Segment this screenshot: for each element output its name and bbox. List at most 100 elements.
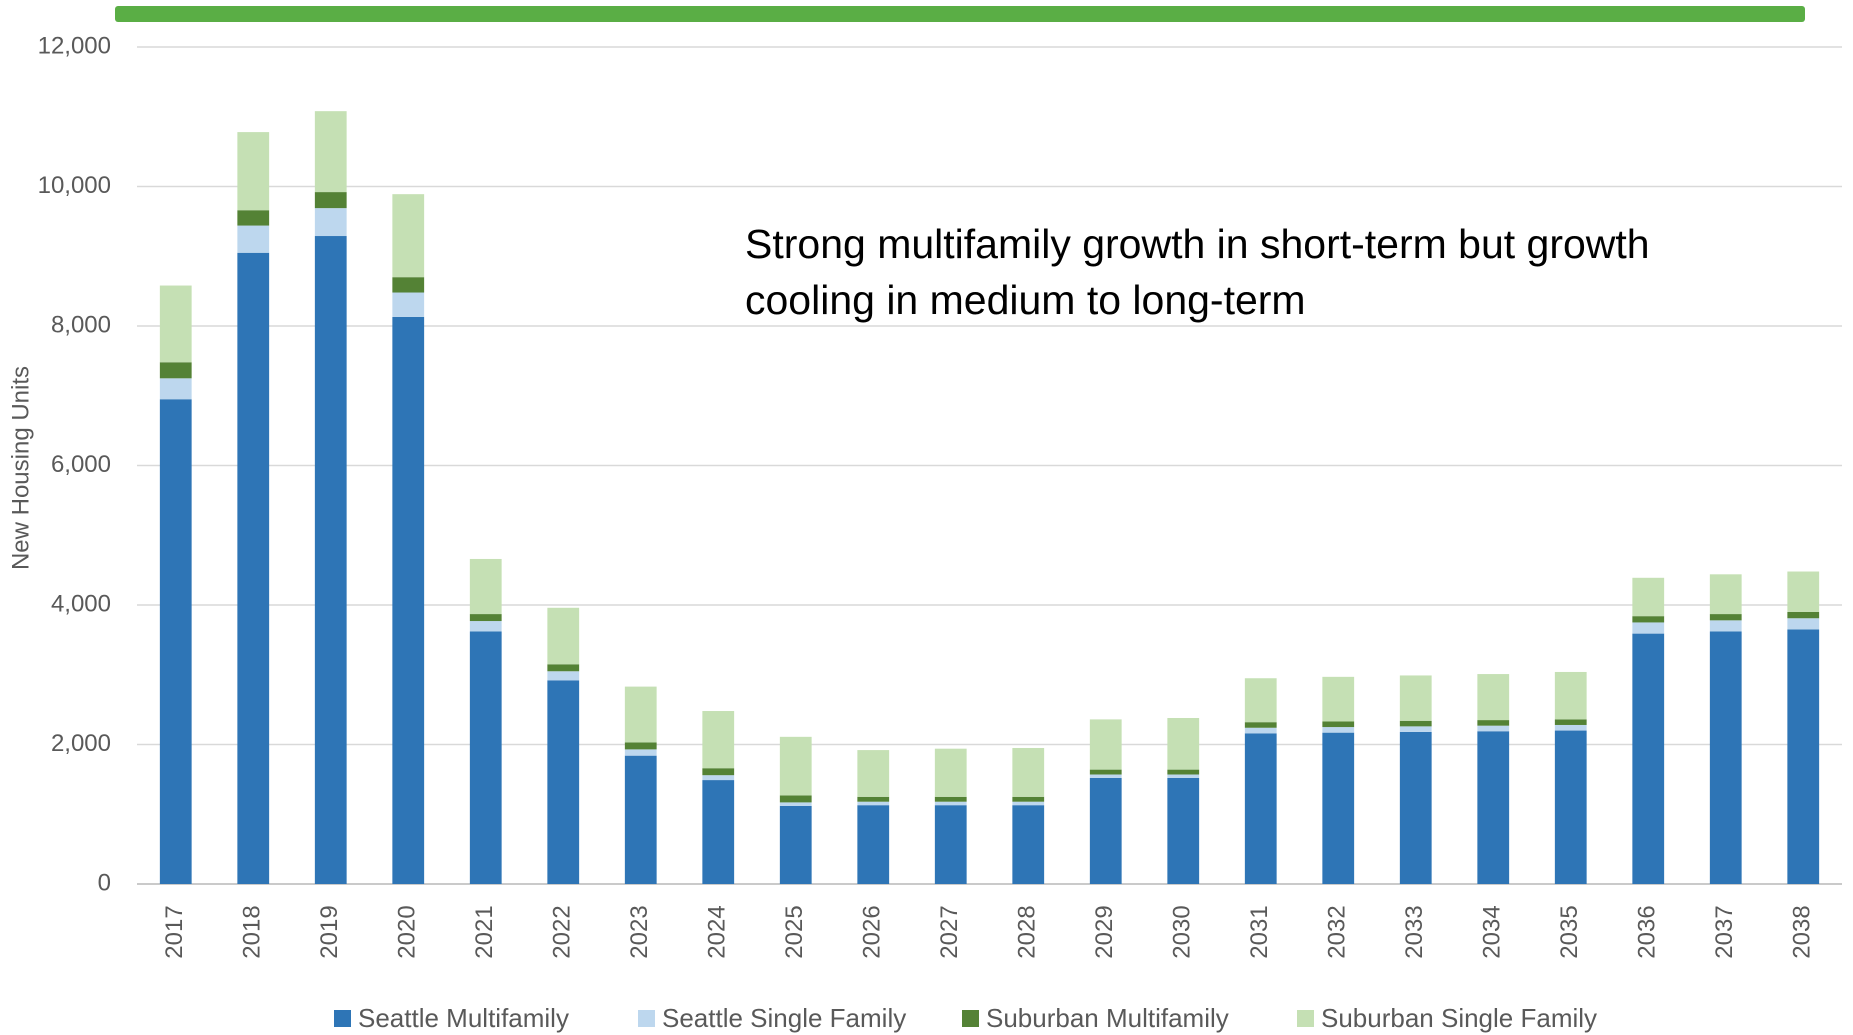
annotation: Strong multifamily growth in short-term … bbox=[745, 221, 1650, 323]
bar-segment bbox=[315, 111, 347, 192]
bar-segment bbox=[702, 711, 734, 768]
bar-segment bbox=[1322, 727, 1354, 733]
bar-segment bbox=[1167, 774, 1199, 777]
bar-segment bbox=[1167, 718, 1199, 770]
bar-segment bbox=[392, 194, 424, 277]
bar-segment bbox=[1787, 572, 1819, 612]
chart: New Housing Units 02,0004,0006,0008,0001… bbox=[0, 0, 1853, 1035]
legend-label: Seattle Multifamily bbox=[358, 1003, 569, 1033]
y-tick-label: 6,000 bbox=[51, 451, 111, 478]
bar-segment bbox=[780, 802, 812, 805]
x-tick-label: 2037 bbox=[1711, 905, 1738, 958]
bar-segment bbox=[1400, 721, 1432, 727]
bar-segment bbox=[1167, 770, 1199, 775]
x-tick-label: 2019 bbox=[316, 905, 343, 958]
x-tick-label: 2030 bbox=[1169, 905, 1196, 958]
bar-segment bbox=[392, 293, 424, 317]
bar-segment bbox=[1555, 731, 1587, 884]
bar-segment bbox=[470, 632, 502, 884]
bar-segment bbox=[470, 559, 502, 614]
bar-segment bbox=[470, 621, 502, 631]
bar-segment bbox=[237, 226, 269, 253]
bar-segment bbox=[1245, 728, 1277, 734]
x-tick-label: 2034 bbox=[1479, 905, 1506, 958]
bar-segment bbox=[935, 805, 967, 884]
bar-segment bbox=[625, 742, 657, 749]
x-tick-label: 2020 bbox=[394, 905, 421, 958]
x-tick-label: 2024 bbox=[704, 905, 731, 958]
bar-segment bbox=[1477, 720, 1509, 726]
x-tick-label: 2035 bbox=[1556, 905, 1583, 958]
x-tick-label: 2036 bbox=[1634, 905, 1661, 958]
bar-segment bbox=[1632, 622, 1664, 633]
bar-segment bbox=[315, 236, 347, 884]
bar-segment bbox=[1090, 778, 1122, 884]
y-tick-label: 8,000 bbox=[51, 311, 111, 338]
x-tick-label: 2038 bbox=[1789, 905, 1816, 958]
bar-segment bbox=[1322, 677, 1354, 722]
bar-segment bbox=[625, 756, 657, 884]
x-tick-label: 2018 bbox=[239, 905, 266, 958]
bar-segment bbox=[1477, 731, 1509, 884]
bar-segment bbox=[1322, 721, 1354, 727]
x-tick-label: 2022 bbox=[549, 905, 576, 958]
bar-segment bbox=[547, 671, 579, 680]
y-tick-label: 4,000 bbox=[51, 590, 111, 617]
bar-segment bbox=[1012, 805, 1044, 884]
bar-segment bbox=[1167, 778, 1199, 884]
bar-segment bbox=[1090, 719, 1122, 769]
legend-label: Suburban Single Family bbox=[1321, 1003, 1597, 1033]
bar-segment bbox=[625, 687, 657, 743]
x-tick-label: 2021 bbox=[471, 905, 498, 958]
y-axis-title: New Housing Units bbox=[7, 366, 34, 570]
bar-segment bbox=[1322, 733, 1354, 884]
bar-segment bbox=[1477, 674, 1509, 720]
bar-segment bbox=[857, 802, 889, 805]
bar-segment bbox=[857, 805, 889, 884]
bar-segment bbox=[315, 192, 347, 208]
bar-segment bbox=[1012, 748, 1044, 797]
x-tick-label: 2033 bbox=[1401, 905, 1428, 958]
y-tick-label: 10,000 bbox=[38, 172, 111, 199]
bar-segment bbox=[470, 614, 502, 621]
bar-segment bbox=[1710, 620, 1742, 631]
bar-segment bbox=[1555, 672, 1587, 719]
bar-segment bbox=[1090, 774, 1122, 777]
y-tick-label: 0 bbox=[98, 869, 111, 896]
bar-segment bbox=[1400, 675, 1432, 720]
bar-segment bbox=[1710, 574, 1742, 614]
bar-segment bbox=[547, 680, 579, 884]
legend-swatch bbox=[638, 1010, 655, 1027]
bar-segment bbox=[392, 277, 424, 292]
header-stripe bbox=[115, 6, 1805, 22]
bar-segment bbox=[1245, 733, 1277, 884]
bar-segment bbox=[1555, 725, 1587, 731]
x-tick-label: 2023 bbox=[626, 905, 653, 958]
bar-segment bbox=[857, 797, 889, 802]
x-tick-label: 2031 bbox=[1246, 905, 1273, 958]
bar-segment bbox=[237, 210, 269, 225]
x-tick-label: 2029 bbox=[1091, 905, 1118, 958]
x-tick-label: 2027 bbox=[936, 905, 963, 958]
bar-segment bbox=[160, 286, 192, 363]
bar-segment bbox=[1632, 634, 1664, 884]
bar-segment bbox=[1787, 612, 1819, 618]
bar-segment bbox=[315, 208, 347, 236]
bar-segment bbox=[1400, 726, 1432, 732]
x-tick-label: 2026 bbox=[859, 905, 886, 958]
bar-segment bbox=[160, 362, 192, 378]
bar-segment bbox=[702, 780, 734, 884]
bar-segment bbox=[1400, 732, 1432, 884]
bar-segment bbox=[237, 253, 269, 884]
bar-segment bbox=[780, 737, 812, 796]
bar-segment bbox=[780, 806, 812, 884]
legend-label: Suburban Multifamily bbox=[986, 1003, 1229, 1033]
bar-segment bbox=[1555, 719, 1587, 725]
y-tick-label: 12,000 bbox=[38, 32, 111, 59]
bar-segment bbox=[935, 802, 967, 805]
x-tick-label: 2032 bbox=[1324, 905, 1351, 958]
bar-segment bbox=[1710, 632, 1742, 884]
bar-segment bbox=[1245, 722, 1277, 728]
bar-segment bbox=[160, 399, 192, 884]
bar-segment bbox=[625, 749, 657, 755]
